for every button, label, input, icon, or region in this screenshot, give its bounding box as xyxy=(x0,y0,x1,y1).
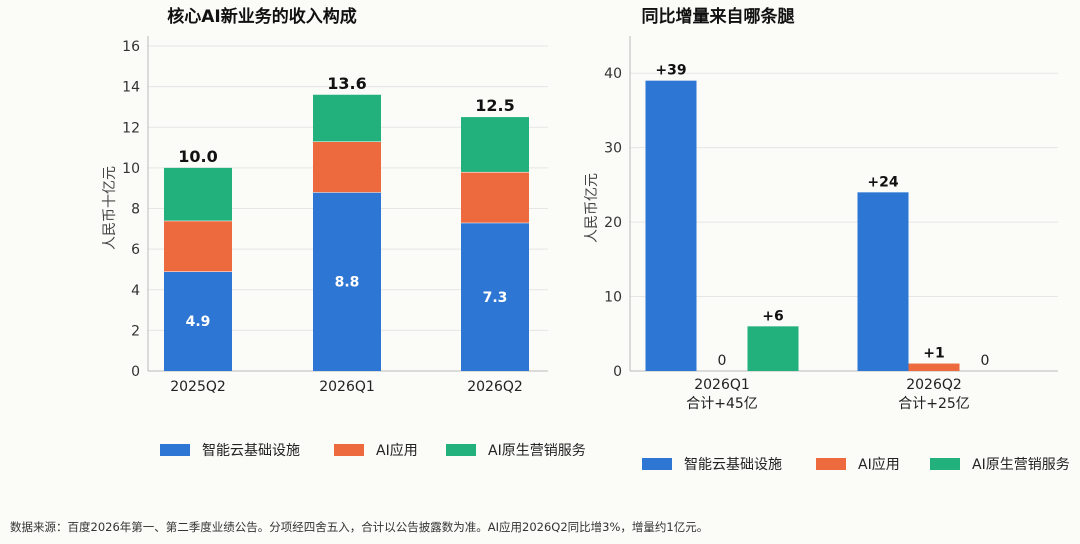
bar-segment xyxy=(313,192,381,371)
bar xyxy=(747,326,799,371)
bar-value-label: +1 xyxy=(923,346,944,362)
legend-swatch xyxy=(160,444,190,456)
bar-segment xyxy=(164,167,232,221)
legend-swatch xyxy=(446,444,476,456)
y-tick-label: 8 xyxy=(131,202,140,218)
x-tick-label: 2026Q2 xyxy=(467,379,523,395)
x-tick-label: 2026Q1 xyxy=(319,379,375,395)
y-tick-label: 10 xyxy=(122,161,140,177)
x-tick-label: 2026Q1 xyxy=(694,377,750,393)
bar-segment xyxy=(461,117,529,172)
bar-segment xyxy=(164,271,232,371)
segment-value-label: 4.9 xyxy=(186,314,211,330)
x-tick-sublabel: 合计+45亿 xyxy=(686,396,758,412)
segment-value-label: 7.3 xyxy=(483,290,508,306)
legend-swatch xyxy=(930,458,960,470)
legend-label: 智能云基础设施 xyxy=(202,442,300,459)
legend-label: AI原生营销服务 xyxy=(972,457,1070,473)
y-tick-label: 10 xyxy=(604,290,622,306)
segment-value-label: 8.8 xyxy=(335,275,360,291)
bar-value-label: +6 xyxy=(762,308,783,324)
y-tick-label: 30 xyxy=(604,141,622,157)
y-tick-label: 2 xyxy=(131,323,140,339)
bar-total-label: 13.6 xyxy=(327,74,366,93)
bar xyxy=(645,80,697,372)
y-tick-label: 20 xyxy=(604,215,622,231)
y-tick-label: 6 xyxy=(131,242,140,258)
bar-value-label: 0 xyxy=(981,353,990,369)
revenue-composition-chart: 核心AI新业务的收入构成 0 2 4 6 8 10 12 14 16 人民币十亿元 4.9 10.0 20… xyxy=(102,6,586,459)
legend-label: AI应用 xyxy=(376,442,418,459)
bar xyxy=(908,363,960,371)
bar-segment xyxy=(313,141,381,193)
y-tick-label: 0 xyxy=(613,364,622,380)
legend-label: AI应用 xyxy=(858,456,900,473)
legend-label: AI原生营销服务 xyxy=(488,443,586,459)
y-tick-label: 4 xyxy=(131,283,140,299)
legend-label: 智能云基础设施 xyxy=(684,456,782,473)
bar-value-label: 0 xyxy=(718,353,727,369)
bar-total-label: 12.5 xyxy=(475,96,514,115)
y-tick-label: 12 xyxy=(122,120,140,136)
chart-title: 核心AI新业务的收入构成 xyxy=(167,6,356,27)
bar-segment xyxy=(313,94,381,142)
y-axis-label: 人民币亿元 xyxy=(584,173,600,243)
yoy-increment-chart: 同比增量来自哪条腿 0 10 20 30 40 人民币亿元 +39 0 +6 2026Q1 合计+45… xyxy=(584,6,1070,473)
source-note: 数据来源：百度2026年第一、第二季度业绩公告。分项经四舍五入，合计以公告披露数… xyxy=(10,520,709,534)
bar-value-label: +39 xyxy=(655,63,686,79)
legend-swatch xyxy=(642,458,672,470)
legend-swatch xyxy=(334,444,364,456)
legend-swatch xyxy=(816,458,846,470)
bar-segment xyxy=(164,220,232,272)
bar-segment xyxy=(461,222,529,371)
bar-value-label: +24 xyxy=(867,174,898,190)
y-tick-label: 0 xyxy=(131,364,140,380)
bar-total-label: 10.0 xyxy=(178,147,217,166)
x-tick-sublabel: 合计+25亿 xyxy=(898,396,970,412)
y-tick-label: 16 xyxy=(122,39,140,55)
y-axis-label: 人民币十亿元 xyxy=(102,166,118,250)
y-tick-label: 14 xyxy=(122,80,140,96)
bar-segment xyxy=(461,171,529,223)
chart-title: 同比增量来自哪条腿 xyxy=(642,6,795,27)
x-tick-label: 2025Q2 xyxy=(170,379,226,395)
bar xyxy=(857,192,909,371)
x-tick-label: 2026Q2 xyxy=(906,377,962,393)
y-tick-label: 40 xyxy=(604,66,622,82)
